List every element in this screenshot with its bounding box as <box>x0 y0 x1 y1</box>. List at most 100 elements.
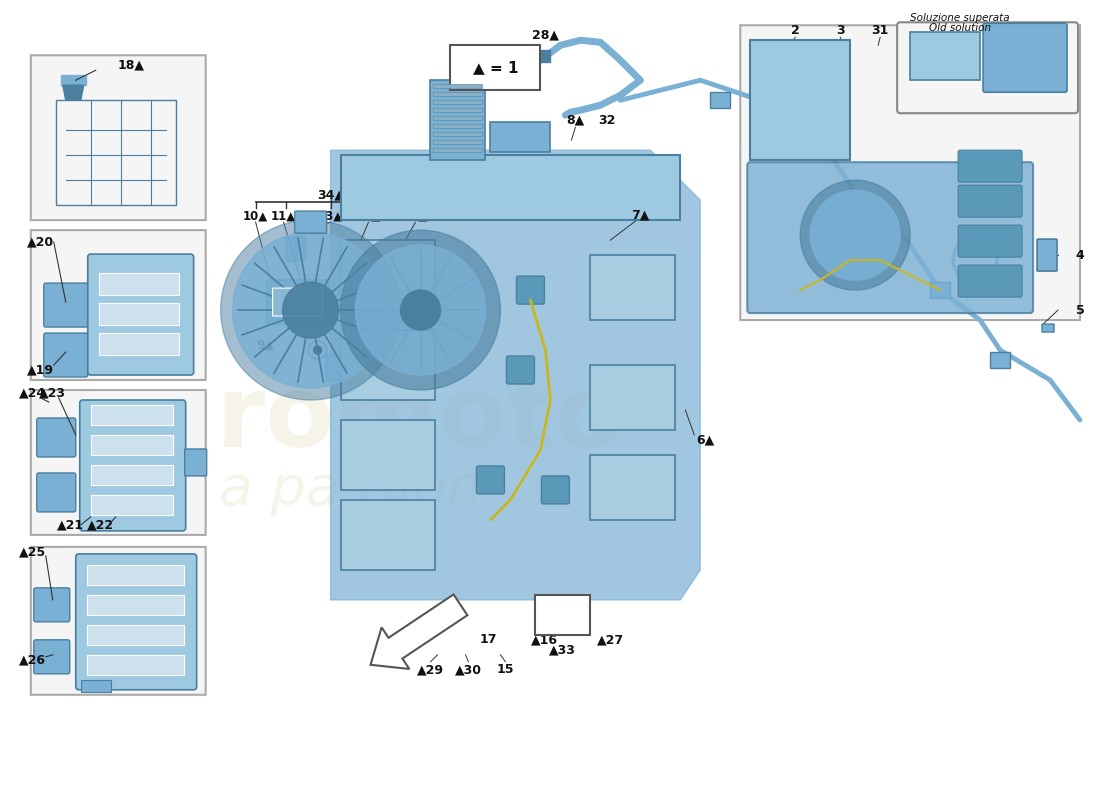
Text: 9▲: 9▲ <box>256 338 275 351</box>
Polygon shape <box>63 86 84 100</box>
Text: ▲23: ▲23 <box>40 386 66 399</box>
FancyBboxPatch shape <box>931 282 950 298</box>
FancyBboxPatch shape <box>88 254 194 375</box>
FancyBboxPatch shape <box>451 46 540 90</box>
FancyBboxPatch shape <box>433 108 483 112</box>
Text: a passion: a passion <box>219 463 482 517</box>
FancyBboxPatch shape <box>76 554 197 690</box>
FancyBboxPatch shape <box>433 84 483 88</box>
FancyBboxPatch shape <box>90 465 173 485</box>
Text: ▲22: ▲22 <box>87 518 114 531</box>
FancyBboxPatch shape <box>750 40 850 160</box>
Text: 11▲: 11▲ <box>271 210 296 222</box>
FancyBboxPatch shape <box>747 162 1033 313</box>
FancyBboxPatch shape <box>983 23 1067 92</box>
Text: ▲25: ▲25 <box>19 546 46 558</box>
Text: 3: 3 <box>836 24 845 37</box>
Text: ▲29: ▲29 <box>417 663 444 676</box>
FancyBboxPatch shape <box>898 22 1078 114</box>
FancyBboxPatch shape <box>31 55 206 220</box>
Text: ▲ = 1: ▲ = 1 <box>473 60 518 74</box>
Text: Old solution: Old solution <box>930 23 991 34</box>
FancyBboxPatch shape <box>266 280 329 324</box>
Circle shape <box>811 190 900 280</box>
FancyBboxPatch shape <box>430 80 485 160</box>
FancyBboxPatch shape <box>341 155 680 220</box>
FancyBboxPatch shape <box>99 333 178 355</box>
FancyBboxPatch shape <box>99 273 178 295</box>
FancyBboxPatch shape <box>506 356 535 384</box>
FancyBboxPatch shape <box>740 26 1080 320</box>
FancyBboxPatch shape <box>44 333 88 377</box>
FancyBboxPatch shape <box>341 330 436 400</box>
FancyBboxPatch shape <box>433 140 483 144</box>
Text: 18▲: 18▲ <box>118 58 144 72</box>
Circle shape <box>305 295 319 309</box>
FancyBboxPatch shape <box>296 237 306 261</box>
FancyBboxPatch shape <box>90 405 173 425</box>
FancyBboxPatch shape <box>910 32 980 80</box>
FancyBboxPatch shape <box>34 640 69 674</box>
Text: 2: 2 <box>791 24 800 37</box>
FancyBboxPatch shape <box>87 595 184 615</box>
FancyBboxPatch shape <box>958 150 1022 182</box>
FancyBboxPatch shape <box>850 192 870 208</box>
FancyBboxPatch shape <box>36 473 76 512</box>
FancyBboxPatch shape <box>433 116 483 120</box>
FancyBboxPatch shape <box>958 265 1022 297</box>
FancyBboxPatch shape <box>591 255 675 320</box>
FancyBboxPatch shape <box>958 185 1022 217</box>
Text: 31: 31 <box>871 24 889 37</box>
Polygon shape <box>331 150 701 600</box>
Circle shape <box>400 290 440 330</box>
Text: ▲24: ▲24 <box>19 386 46 399</box>
FancyBboxPatch shape <box>530 50 550 62</box>
Circle shape <box>800 180 910 290</box>
FancyBboxPatch shape <box>87 625 184 645</box>
FancyBboxPatch shape <box>44 283 88 327</box>
Text: 17: 17 <box>480 634 497 646</box>
Text: 32: 32 <box>598 114 616 126</box>
FancyBboxPatch shape <box>433 92 483 96</box>
Text: ▲16: ▲16 <box>531 634 558 646</box>
Text: 31: 31 <box>1049 24 1067 37</box>
Text: ▲30: ▲30 <box>455 663 482 676</box>
FancyArrow shape <box>371 594 468 669</box>
Circle shape <box>314 346 321 354</box>
Text: 7▲: 7▲ <box>631 209 649 222</box>
FancyBboxPatch shape <box>273 288 322 316</box>
FancyBboxPatch shape <box>433 100 483 104</box>
Text: ▲33: ▲33 <box>549 643 575 656</box>
Text: ▲20: ▲20 <box>28 236 54 249</box>
FancyBboxPatch shape <box>1042 324 1054 332</box>
Text: 4: 4 <box>1076 249 1085 262</box>
FancyBboxPatch shape <box>87 655 184 674</box>
FancyBboxPatch shape <box>476 466 505 494</box>
Text: ▲21: ▲21 <box>57 518 85 531</box>
Text: Soluzione superata: Soluzione superata <box>911 14 1010 23</box>
FancyBboxPatch shape <box>491 122 550 152</box>
FancyBboxPatch shape <box>341 240 436 310</box>
FancyBboxPatch shape <box>31 390 206 535</box>
Text: 14▲: 14▲ <box>403 210 428 222</box>
Text: 5: 5 <box>1076 303 1085 317</box>
Circle shape <box>232 232 388 388</box>
FancyBboxPatch shape <box>433 124 483 128</box>
FancyBboxPatch shape <box>990 352 1010 368</box>
Circle shape <box>355 245 485 375</box>
FancyBboxPatch shape <box>286 237 296 261</box>
FancyBboxPatch shape <box>958 225 1022 257</box>
Text: 15: 15 <box>497 663 514 676</box>
FancyBboxPatch shape <box>433 148 483 152</box>
Circle shape <box>221 220 400 400</box>
FancyBboxPatch shape <box>99 303 178 325</box>
FancyBboxPatch shape <box>341 420 436 490</box>
FancyBboxPatch shape <box>541 476 570 504</box>
FancyBboxPatch shape <box>536 595 591 635</box>
FancyBboxPatch shape <box>31 547 206 694</box>
Text: 34▲: 34▲ <box>317 189 344 202</box>
Text: 10▲: 10▲ <box>243 210 268 222</box>
Text: 13▲: 13▲ <box>318 210 343 222</box>
FancyBboxPatch shape <box>90 435 173 455</box>
Text: ▲19: ▲19 <box>28 363 54 377</box>
